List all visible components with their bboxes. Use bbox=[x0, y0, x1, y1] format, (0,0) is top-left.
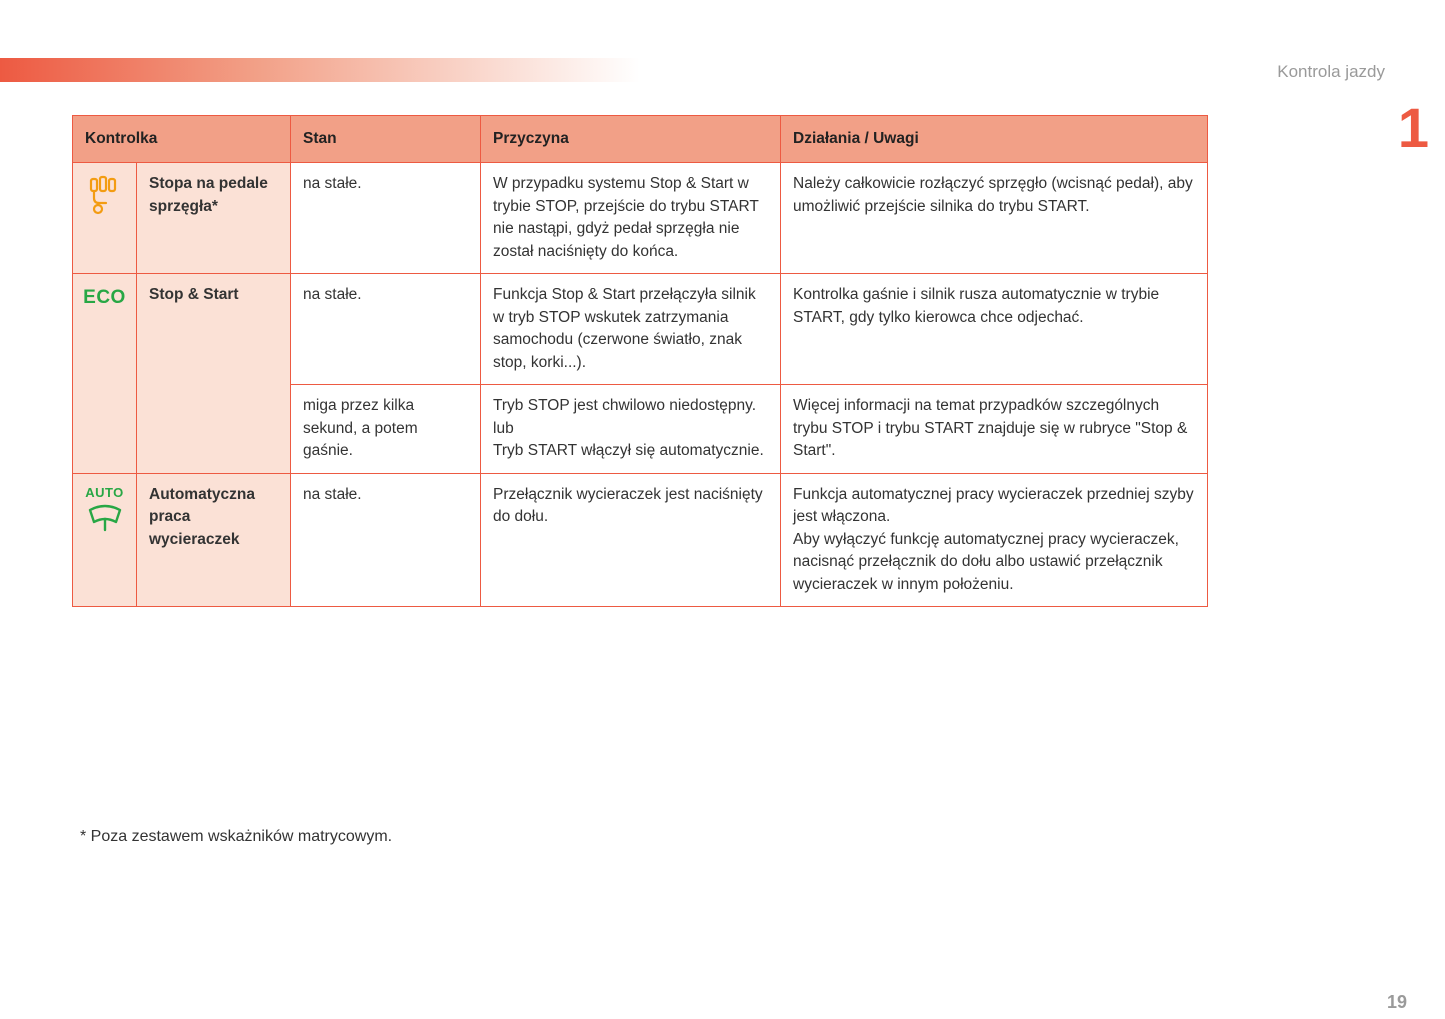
cause-cell: Funkcja Stop & Start przełączyła silnik … bbox=[481, 274, 781, 385]
indicator-label: Stop & Start bbox=[137, 274, 291, 473]
pedal-icon bbox=[84, 173, 126, 215]
table-row: ECO Stop & Start na stałe. Funkcja Stop … bbox=[73, 274, 1208, 385]
indicators-table: Kontrolka Stan Przyczyna Działania / Uwa… bbox=[72, 115, 1208, 607]
state-cell: na stałe. bbox=[291, 473, 481, 606]
section-number: 1 bbox=[1398, 100, 1429, 156]
table-header-row: Kontrolka Stan Przyczyna Działania / Uwa… bbox=[73, 116, 1208, 163]
action-cell: Kontrolka gaśnie i silnik rusza automaty… bbox=[781, 274, 1208, 385]
top-gradient-bar bbox=[0, 58, 640, 82]
col-header-action: Działania / Uwagi bbox=[781, 116, 1208, 163]
state-cell: na stałe. bbox=[291, 274, 481, 385]
col-header-state: Stan bbox=[291, 116, 481, 163]
footnote: * Poza zestawem wskażników matrycowym. bbox=[80, 828, 392, 846]
action-cell: Funkcja automatycznej pracy wycieraczek … bbox=[781, 473, 1208, 606]
cause-cell: W przypadku systemu Stop & Start w trybi… bbox=[481, 163, 781, 274]
state-cell: na stałe. bbox=[291, 163, 481, 274]
indicator-icon-cell bbox=[73, 163, 137, 274]
table-row: AUTO Automatyczna praca wycieraczek na s… bbox=[73, 473, 1208, 606]
indicator-label: Stopa na pedale sprzęgła* bbox=[137, 163, 291, 274]
col-header-cause: Przyczyna bbox=[481, 116, 781, 163]
page-number: 19 bbox=[1387, 992, 1407, 1013]
col-header-indicator: Kontrolka bbox=[73, 116, 291, 163]
wiper-icon bbox=[86, 504, 124, 532]
indicator-label: Automatyczna praca wycieraczek bbox=[137, 473, 291, 606]
action-cell: Należy całkowicie rozłączyć sprzęgło (wc… bbox=[781, 163, 1208, 274]
state-cell: miga przez kilka sekund, a potem gaśnie. bbox=[291, 385, 481, 473]
indicator-icon-cell: AUTO bbox=[73, 473, 137, 606]
auto-label: AUTO bbox=[77, 484, 132, 503]
cause-cell: Przełącznik wycieraczek jest naciśnięty … bbox=[481, 473, 781, 606]
section-title: Kontrola jazdy bbox=[1277, 62, 1385, 82]
cause-cell: Tryb STOP jest chwilowo niedostępny. lub… bbox=[481, 385, 781, 473]
table-row: Stopa na pedale sprzęgła* na stałe. W pr… bbox=[73, 163, 1208, 274]
indicator-icon-cell: ECO bbox=[73, 274, 137, 473]
action-cell: Więcej informacji na temat przypadków sz… bbox=[781, 385, 1208, 473]
indicators-table-wrapper: Kontrolka Stan Przyczyna Działania / Uwa… bbox=[72, 115, 1208, 607]
eco-icon: ECO bbox=[83, 287, 126, 308]
